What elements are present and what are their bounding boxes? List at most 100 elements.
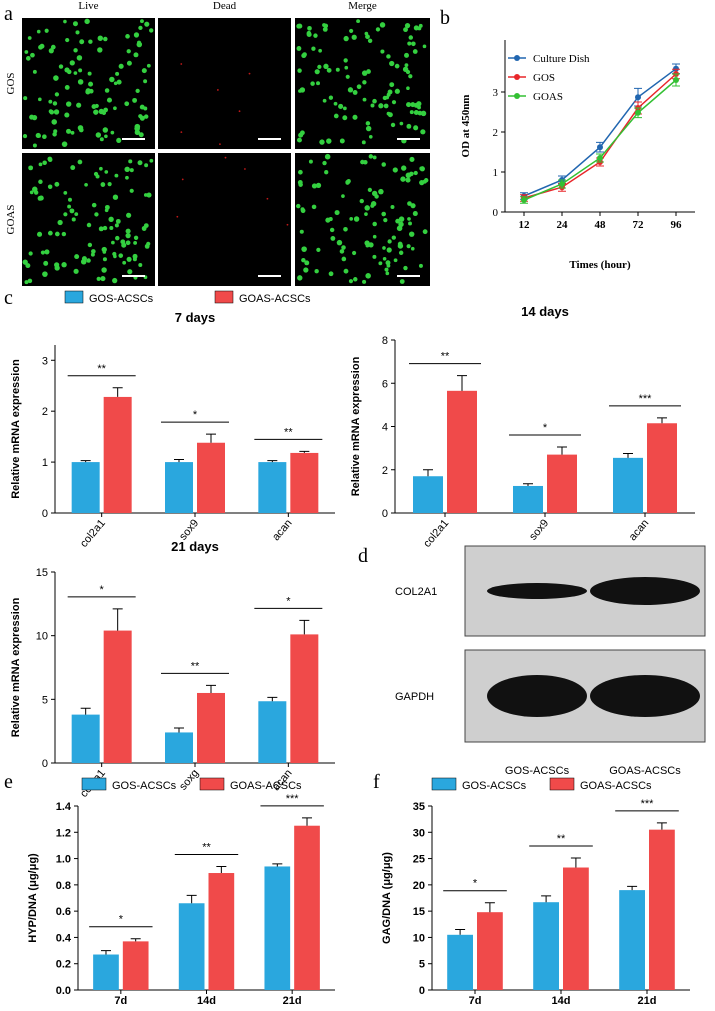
cell [101, 267, 107, 273]
cell [365, 121, 371, 126]
cell [352, 90, 358, 95]
error-bar [80, 460, 91, 463]
cell [87, 71, 92, 76]
cell [356, 84, 362, 89]
cell [69, 60, 75, 66]
cell [133, 235, 139, 240]
cell [403, 265, 408, 271]
cell [100, 276, 106, 282]
cell [109, 225, 114, 231]
cell [379, 22, 386, 28]
bar [294, 825, 320, 990]
cell [315, 182, 322, 188]
x-tick-label: soxg [177, 767, 201, 793]
cell [38, 44, 43, 50]
legend-swatch [214, 290, 234, 304]
cell [316, 247, 321, 252]
cell [304, 260, 310, 266]
legend-label: GOS-ACSCs [112, 780, 177, 792]
cell [120, 239, 126, 245]
y-axis-label: OD at 450nm [460, 95, 472, 158]
cell [75, 30, 80, 35]
cell [297, 23, 303, 29]
cell [319, 139, 325, 145]
cell [422, 44, 427, 49]
cell [323, 63, 329, 70]
cell [381, 162, 386, 167]
panel-d: COL2A1 GAPDH GOS-ACSCs GOAS-ACSCs [395, 545, 706, 777]
cell [301, 257, 306, 263]
cell [413, 110, 419, 115]
cell [378, 261, 383, 266]
cell [24, 280, 29, 285]
cell [330, 236, 336, 241]
cell [85, 89, 91, 95]
error-bar [186, 894, 197, 904]
panel-letter: a [4, 3, 13, 25]
significance-label: * [119, 914, 124, 926]
cell [22, 259, 28, 265]
cell [58, 64, 64, 69]
cell [328, 95, 334, 100]
cell [418, 263, 423, 268]
cell [324, 170, 329, 175]
cell [343, 226, 348, 232]
y-tick-label: 10 [36, 631, 48, 643]
significance-label: *** [641, 798, 655, 810]
cell [57, 219, 63, 226]
row-label: GOAS [5, 205, 17, 235]
cell [50, 44, 56, 50]
chart: 0.0 0.2 0.4 0.6 0.8 1.0 1.2 1.4 7d 14d 21d HYP/DNA … [27, 777, 335, 1007]
cell [346, 179, 351, 184]
cell [334, 210, 340, 216]
cell [37, 195, 43, 201]
bar [103, 630, 132, 763]
cell [149, 28, 154, 33]
y-tick-label: 1.4 [56, 801, 72, 813]
y-tick-label: 1.0 [56, 854, 71, 866]
cell [408, 35, 414, 40]
cell [386, 111, 391, 116]
point [597, 144, 603, 151]
cell [392, 167, 398, 173]
x-tick-label: col2a1 [78, 517, 108, 550]
cell [94, 103, 99, 108]
x-tick-label: 7d [469, 995, 482, 1007]
cell [61, 262, 67, 268]
cell [297, 180, 303, 185]
cell [313, 33, 318, 38]
cell [238, 110, 241, 113]
y-axis-label: Relative mRNA expression [10, 359, 22, 499]
error-bar [206, 433, 216, 443]
y-axis-label: Relative mRNA expression [10, 597, 22, 737]
bar [477, 912, 503, 990]
y-tick-label: 1.2 [56, 827, 71, 839]
chart: 0 5 10 15 20 25 30 35 7d 14d 21d GAG/DNA (μg/μg) GOS… [381, 777, 690, 1007]
cell [407, 217, 411, 221]
cell [406, 244, 411, 249]
cell [352, 114, 358, 120]
cell [94, 212, 99, 217]
cell [316, 81, 320, 86]
cell [139, 115, 145, 121]
legend-label: GOAS-ACSCs [580, 780, 652, 792]
cell [342, 115, 348, 121]
cell [385, 271, 390, 276]
panel-letter: d [358, 545, 368, 567]
cell [54, 265, 60, 271]
cell [349, 28, 354, 34]
cell [298, 89, 302, 93]
cell [390, 122, 396, 128]
cell [314, 69, 320, 75]
error-bar [100, 950, 111, 955]
y-tick-label: 3 [493, 87, 499, 99]
cell [125, 34, 130, 39]
bar [413, 476, 443, 513]
y-tick-label: 0 [42, 758, 48, 770]
cell [102, 257, 107, 262]
cell [103, 36, 108, 42]
cell [368, 134, 373, 139]
y-tick-label: 2 [42, 406, 48, 418]
cell [408, 221, 412, 226]
